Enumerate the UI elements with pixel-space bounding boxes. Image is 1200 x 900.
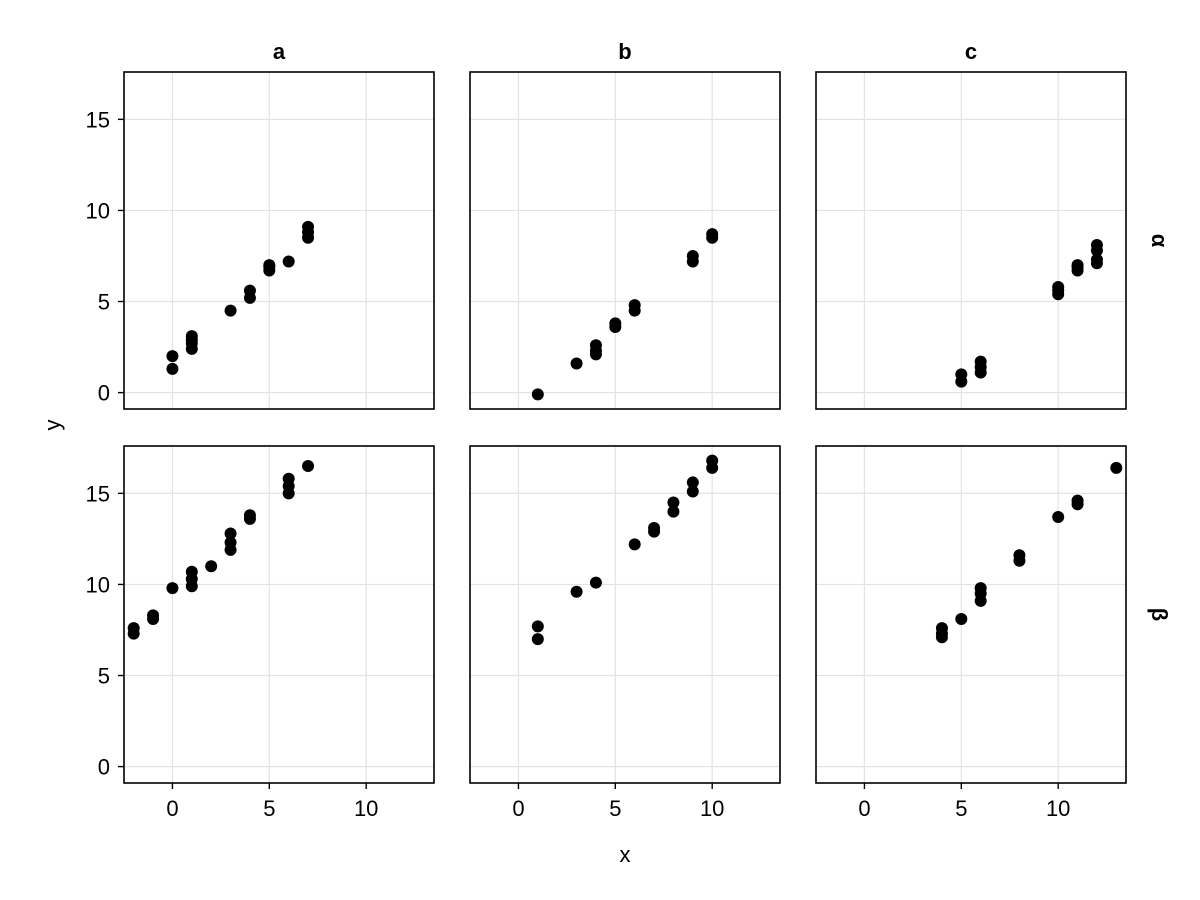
data-point	[166, 362, 179, 375]
y-axis-label: y	[40, 420, 65, 431]
data-point	[1052, 280, 1065, 293]
data-point	[667, 505, 680, 518]
panel-b-1: 0 5 10	[469, 445, 781, 821]
y-tick-label: 5	[98, 290, 110, 315]
data-point	[955, 368, 968, 381]
data-point	[1071, 494, 1084, 507]
data-point	[1013, 549, 1026, 562]
data-point	[1090, 239, 1103, 252]
column-label: a	[273, 39, 286, 64]
y-tick-label: 5	[98, 664, 110, 689]
data-point	[974, 355, 987, 368]
data-point	[1052, 511, 1065, 524]
data-point	[127, 622, 140, 635]
data-point	[243, 284, 256, 297]
panel-frame	[815, 71, 1127, 410]
panel-frame	[815, 445, 1127, 784]
data-point	[589, 576, 602, 589]
x-tick-label: 5	[955, 796, 967, 821]
y-tick-label: 10	[86, 198, 110, 223]
data-point	[686, 485, 699, 498]
data-point	[224, 527, 237, 540]
panel-frame	[123, 445, 435, 784]
data-point	[302, 220, 315, 233]
data-point	[185, 330, 198, 343]
data-point	[686, 476, 699, 489]
data-point	[282, 255, 295, 268]
data-point	[628, 299, 641, 312]
panel-a-0: 0 5 10 15 a	[86, 39, 435, 410]
data-point	[147, 609, 160, 622]
data-point	[974, 582, 987, 595]
x-tick-label: 10	[700, 796, 724, 821]
data-point	[686, 249, 699, 262]
data-point	[570, 357, 583, 370]
data-point	[667, 496, 680, 509]
y-tick-label: 15	[86, 481, 110, 506]
x-tick-label: 5	[609, 796, 621, 821]
panel-c-1: 0 5 10 β	[815, 445, 1172, 821]
x-tick-label: 5	[263, 796, 275, 821]
y-tick-label: 0	[98, 381, 110, 406]
data-point	[531, 633, 544, 646]
data-point	[531, 388, 544, 401]
x-tick-label: 0	[166, 796, 178, 821]
panel-frame	[123, 71, 435, 410]
data-point	[263, 259, 276, 272]
row-label: α	[1147, 234, 1172, 248]
data-point	[1110, 461, 1123, 474]
data-point	[1090, 253, 1103, 266]
data-point	[166, 582, 179, 595]
panel-c-0: cα	[815, 39, 1172, 410]
data-point	[282, 472, 295, 485]
data-point	[205, 560, 218, 573]
data-point	[955, 613, 968, 626]
data-point	[185, 565, 198, 578]
data-point	[706, 454, 719, 467]
panel-frame	[469, 445, 781, 784]
data-point	[648, 521, 661, 534]
panel-a-1: 0 5 10 0 5 10 15	[86, 445, 435, 821]
y-tick-label: 15	[86, 107, 110, 132]
data-point	[706, 228, 719, 241]
y-tick-label: 10	[86, 572, 110, 597]
data-point	[224, 536, 237, 549]
data-point	[1071, 259, 1084, 272]
column-label: b	[618, 39, 631, 64]
data-point	[243, 509, 256, 522]
data-point	[570, 585, 583, 598]
column-label: c	[965, 39, 977, 64]
y-tick-label: 0	[98, 755, 110, 780]
x-tick-label: 0	[858, 796, 870, 821]
data-point	[166, 350, 179, 363]
x-tick-label: 0	[512, 796, 524, 821]
x-axis-label: x	[620, 842, 631, 867]
row-label: β	[1147, 608, 1172, 621]
x-tick-label: 10	[354, 796, 378, 821]
data-point	[935, 622, 948, 635]
data-point	[589, 339, 602, 352]
data-point	[302, 460, 315, 473]
data-point	[609, 317, 622, 330]
panel-frame	[469, 71, 781, 410]
data-point	[531, 620, 544, 633]
x-tick-label: 10	[1046, 796, 1070, 821]
panel-b-0: b	[469, 39, 781, 410]
data-point	[224, 304, 237, 317]
data-point	[628, 538, 641, 551]
